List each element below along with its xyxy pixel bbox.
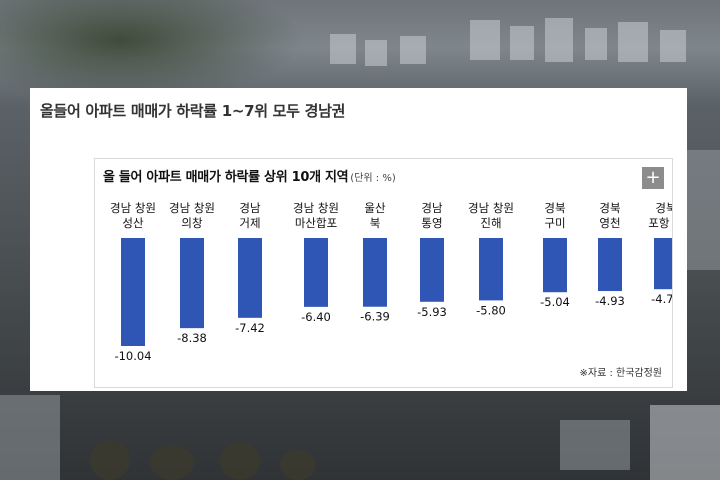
data-label: -5.80 — [476, 303, 506, 317]
data-label: -6.40 — [301, 310, 331, 324]
x-tick-label: 거제 — [239, 216, 260, 230]
data-label: -8.38 — [177, 331, 207, 345]
plus-icon[interactable]: + — [642, 167, 664, 189]
bar — [420, 238, 444, 302]
bar — [543, 238, 567, 293]
chart-unit-label: (단위 : %) — [350, 173, 396, 184]
bar — [363, 238, 387, 307]
x-tick-label: 경남 — [421, 201, 443, 215]
x-tick-label: 경남 — [239, 201, 261, 215]
article-headline: 올들어 아파트 매매가 하락률 1~7위 모두 경남권 — [40, 102, 346, 120]
x-tick-label: 진해 — [480, 216, 501, 230]
x-tick-label: 경북 — [599, 201, 620, 215]
x-tick-label: 성산 — [122, 216, 144, 230]
chart-title: 올 들어 아파트 매매가 하락률 상위 10개 지역 — [103, 170, 349, 185]
bar — [654, 238, 672, 290]
x-tick-label: 의창 — [181, 216, 203, 230]
x-tick-label: 북 — [370, 216, 381, 230]
x-tick-label: 영천 — [599, 216, 620, 230]
data-label: -4.93 — [595, 294, 625, 308]
x-tick-label: 포항 북 — [648, 216, 672, 230]
chart-panel: 경남 창원 성산 -10.04 경남 창원 의창 -8.38 경남 거제 -7.42 경남 창원 마… — [94, 158, 673, 388]
data-label: -7.42 — [235, 321, 265, 335]
x-tick-label: 경남 창원 — [293, 201, 339, 215]
data-label: -10.04 — [114, 349, 151, 363]
bar — [121, 238, 145, 346]
x-tick-label: 경남 창원 — [468, 201, 514, 215]
bar — [479, 238, 503, 301]
x-tick-label: 경남 창원 — [110, 201, 156, 215]
x-tick-label: 마산합포 — [295, 216, 337, 230]
x-tick-label: 울산 — [364, 201, 386, 215]
x-tick-label: 경북 — [544, 201, 565, 215]
data-label: -6.39 — [360, 310, 390, 324]
data-label: -5.04 — [540, 295, 570, 309]
x-tick-label: 경남 창원 — [169, 201, 215, 215]
x-tick-label: 구미 — [544, 216, 565, 230]
chart-header: 올 들어 아파트 매매가 하락률 상위 10개 지역 (단위 : %) — [103, 166, 396, 185]
bar — [598, 238, 622, 292]
data-label: -5.93 — [417, 305, 447, 319]
x-tick-label: 경북 — [655, 201, 672, 215]
data-label: -4.76 — [651, 292, 672, 306]
source-note: ※자료 : 한국감정원 — [579, 368, 662, 379]
bar — [180, 238, 204, 329]
bar — [238, 238, 262, 318]
bar — [304, 238, 328, 307]
x-tick-label: 통영 — [421, 216, 442, 230]
article-card: 올들어 아파트 매매가 하락률 1~7위 모두 경남권 경남 창원 성산 -10.0… — [30, 88, 687, 391]
